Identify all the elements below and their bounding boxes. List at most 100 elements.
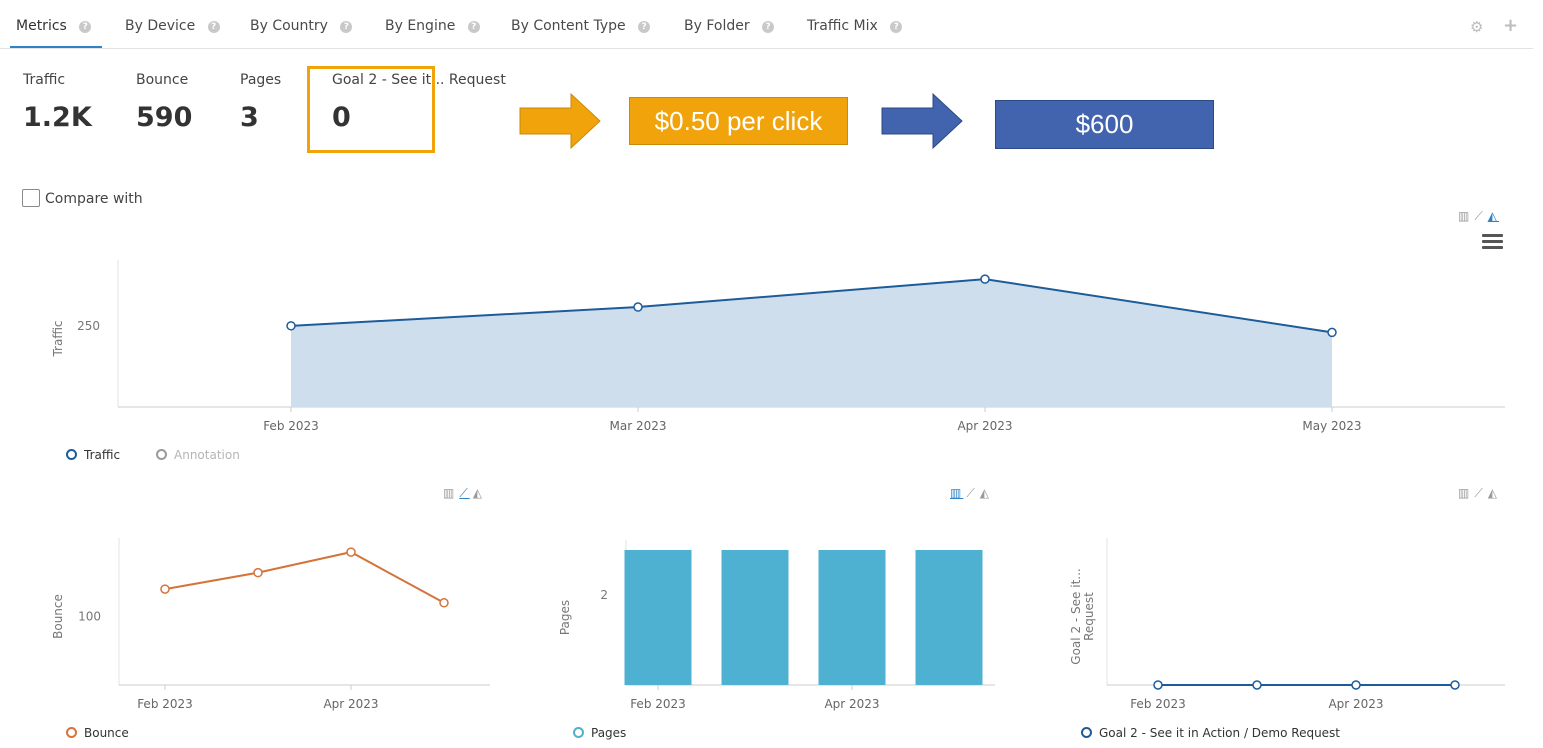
chart-type-toggle-bounce: ▥ ⟋ ◭ xyxy=(443,486,487,501)
hamburger-menu-icon[interactable] xyxy=(1482,234,1503,249)
metric-value-pages: 3 xyxy=(240,102,259,133)
area-fill xyxy=(291,279,1332,407)
legend-goal[interactable]: Goal 2 - See it in Action / Demo Request xyxy=(1081,726,1340,740)
tab-traffic-mix[interactable]: Traffic Mix ? xyxy=(807,18,903,34)
y-axis-title: Request xyxy=(1082,592,1096,641)
metric-label-bounce: Bounce xyxy=(136,72,189,88)
x-tick-label: Feb 2023 xyxy=(263,419,319,433)
tab-label: By Device xyxy=(125,18,196,34)
area-chart-icon[interactable]: ◭ xyxy=(1487,209,1499,223)
x-tick-label: May 2023 xyxy=(1302,419,1361,433)
pages-bar-chart: Pages 2 Feb 2023 Apr 2023 xyxy=(558,540,995,711)
goal-highlight-box xyxy=(307,66,435,153)
y-tick-label: 2 xyxy=(600,588,608,602)
line-chart-icon[interactable]: ⟋ xyxy=(1474,209,1485,223)
tab-label: Metrics xyxy=(16,18,67,34)
y-axis-title: Pages xyxy=(558,600,572,635)
data-point xyxy=(1351,680,1361,690)
bar xyxy=(624,550,692,685)
tab-by-country[interactable]: By Country ? xyxy=(250,18,353,34)
x-tick-label: Mar 2023 xyxy=(610,419,667,433)
help-icon[interactable]: ? xyxy=(340,21,353,33)
compare-label: Compare with xyxy=(45,191,143,207)
data-point xyxy=(253,567,263,578)
legend-pages[interactable]: Pages xyxy=(573,726,626,740)
tab-label: By Engine xyxy=(385,18,456,34)
help-icon[interactable]: ? xyxy=(762,21,775,33)
bar-chart-icon[interactable]: ▥ xyxy=(443,486,457,500)
metric-value-goal: 0 xyxy=(332,102,351,133)
compare-checkbox[interactable] xyxy=(22,189,40,207)
blue-arrow xyxy=(881,92,963,150)
tab-by-engine[interactable]: By Engine ? xyxy=(385,18,480,34)
line-chart-icon[interactable]: ⟋ xyxy=(966,486,977,500)
legend-dot xyxy=(66,449,77,460)
area-chart-icon[interactable]: ◭ xyxy=(472,486,484,500)
legend-label: Pages xyxy=(591,726,627,740)
series-line xyxy=(290,278,1333,334)
line-chart-icon[interactable]: ⟋ xyxy=(1474,486,1485,500)
legend-label: Annotation xyxy=(174,448,240,462)
data-point xyxy=(1450,680,1460,690)
bar-chart-icon[interactable]: ▥ xyxy=(1458,486,1472,500)
traffic-area-chart: Traffic 250 Feb 2023 Mar 2023 Apr 2023 May 20… xyxy=(51,260,1505,433)
bar xyxy=(721,550,789,685)
tab-label: By Folder xyxy=(684,18,750,34)
legend-dot xyxy=(1081,727,1092,738)
x-tick-label: Apr 2023 xyxy=(1328,697,1383,711)
plus-icon[interactable]: + xyxy=(1503,15,1519,36)
area-chart-icon[interactable]: ◭ xyxy=(979,486,991,500)
y-axis-title: Bounce xyxy=(51,594,65,639)
gear-icon[interactable]: ⚙ xyxy=(1470,18,1484,36)
metric-value-bounce: 590 xyxy=(136,102,193,133)
legend-dot xyxy=(156,449,167,460)
y-axis-title: Goal 2 - See it... xyxy=(1069,568,1083,664)
help-icon[interactable]: ? xyxy=(638,21,651,33)
tab-label: By Country xyxy=(250,18,328,34)
goal-line-chart: Goal 2 - See it... Request Feb 2023 Apr 202… xyxy=(1069,538,1505,711)
data-point xyxy=(439,598,449,608)
data-point xyxy=(980,274,990,284)
x-tick-label: Apr 2023 xyxy=(323,697,378,711)
bounce-line-chart: Bounce 100 Feb 2023 Apr 2023 xyxy=(51,538,490,711)
area-chart-icon[interactable]: ◭ xyxy=(1487,486,1499,500)
help-icon[interactable]: ? xyxy=(890,21,903,33)
legend-annotation[interactable]: Annotation xyxy=(156,448,240,462)
bar-chart-icon[interactable]: ▥ xyxy=(950,486,964,500)
metric-label-goal: Goal 2 - See it... Request xyxy=(332,72,506,88)
tab-label: Traffic Mix xyxy=(807,18,878,34)
data-point xyxy=(160,584,170,594)
help-icon[interactable]: ? xyxy=(79,21,92,33)
x-tick-label: Feb 2023 xyxy=(137,697,193,711)
legend-label: Traffic xyxy=(84,448,121,462)
tab-bar: Metrics ? By Device ? By Country ? By En… xyxy=(0,0,1533,49)
x-tick-label: Feb 2023 xyxy=(1130,697,1186,711)
bar-chart-icon[interactable]: ▥ xyxy=(1458,209,1472,223)
help-icon[interactable]: ? xyxy=(207,21,220,33)
y-tick-label: 100 xyxy=(78,610,101,624)
line-chart-icon[interactable]: ⟋ xyxy=(459,486,470,500)
x-tick-label: Feb 2023 xyxy=(630,697,686,711)
metric-label-pages: Pages xyxy=(240,72,282,88)
x-tick-label: Apr 2023 xyxy=(824,697,879,711)
series-line xyxy=(164,551,445,604)
tab-metrics[interactable]: Metrics ? xyxy=(16,18,92,34)
legend-label: Goal 2 - See it in Action / Demo Request xyxy=(1099,726,1341,740)
data-point xyxy=(346,547,356,557)
legend-traffic[interactable]: Traffic xyxy=(66,448,120,462)
tab-label: By Content Type xyxy=(511,18,626,34)
compare-with[interactable]: Compare with xyxy=(22,189,143,207)
chart-type-toggle-goal: ▥ ⟋ ◭ xyxy=(1458,486,1502,501)
legend-bounce[interactable]: Bounce xyxy=(66,726,129,740)
tab-by-device[interactable]: By Device ? xyxy=(125,18,220,34)
y-tick-label: 250 xyxy=(77,319,100,333)
tab-by-folder[interactable]: By Folder ? xyxy=(684,18,775,34)
data-point xyxy=(633,302,643,312)
total-value-box: $600 xyxy=(995,100,1214,149)
legend-label: Bounce xyxy=(84,726,129,740)
help-icon[interactable]: ? xyxy=(467,21,480,33)
active-tab-indicator xyxy=(10,46,102,48)
metric-value-traffic: 1.2K xyxy=(23,102,92,133)
tab-by-content-type[interactable]: By Content Type ? xyxy=(511,18,651,34)
legend-dot xyxy=(66,727,77,738)
